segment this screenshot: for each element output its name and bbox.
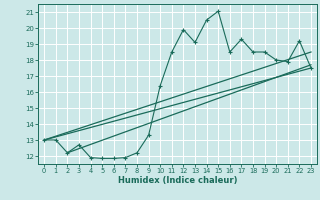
X-axis label: Humidex (Indice chaleur): Humidex (Indice chaleur) bbox=[118, 176, 237, 185]
